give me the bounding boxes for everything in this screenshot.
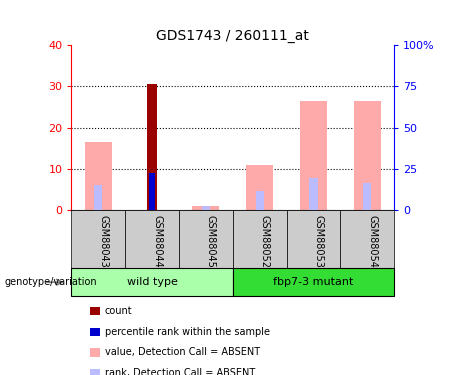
Text: wild type: wild type — [127, 277, 177, 287]
Text: count: count — [105, 306, 132, 316]
Text: rank, Detection Call = ABSENT: rank, Detection Call = ABSENT — [105, 368, 255, 375]
Text: value, Detection Call = ABSENT: value, Detection Call = ABSENT — [105, 348, 260, 357]
Bar — [148, 84, 157, 210]
Bar — [71, 210, 125, 268]
Bar — [287, 210, 340, 268]
Bar — [233, 210, 287, 268]
Bar — [354, 101, 381, 210]
Text: GSM88044: GSM88044 — [152, 214, 162, 267]
Bar — [125, 210, 179, 268]
Bar — [340, 210, 394, 268]
Bar — [309, 178, 318, 210]
Text: GSM88045: GSM88045 — [206, 214, 216, 267]
Title: GDS1743 / 260111_at: GDS1743 / 260111_at — [156, 28, 309, 43]
Text: fbp7-3 mutant: fbp7-3 mutant — [273, 277, 354, 287]
Bar — [202, 206, 210, 210]
Bar — [363, 183, 371, 210]
Bar — [95, 185, 102, 210]
Bar — [300, 101, 327, 210]
Text: GSM88043: GSM88043 — [98, 214, 108, 267]
Bar — [193, 206, 219, 210]
Bar — [71, 268, 233, 296]
Bar — [179, 210, 233, 268]
Text: genotype/variation: genotype/variation — [5, 277, 97, 287]
Text: percentile rank within the sample: percentile rank within the sample — [105, 327, 270, 337]
Text: GSM88053: GSM88053 — [313, 214, 324, 267]
Bar — [149, 173, 155, 210]
Text: GSM88052: GSM88052 — [260, 214, 270, 268]
Bar — [233, 268, 394, 296]
Bar — [85, 142, 112, 210]
Bar — [256, 191, 264, 210]
Text: GSM88054: GSM88054 — [367, 214, 377, 267]
Bar — [246, 165, 273, 210]
